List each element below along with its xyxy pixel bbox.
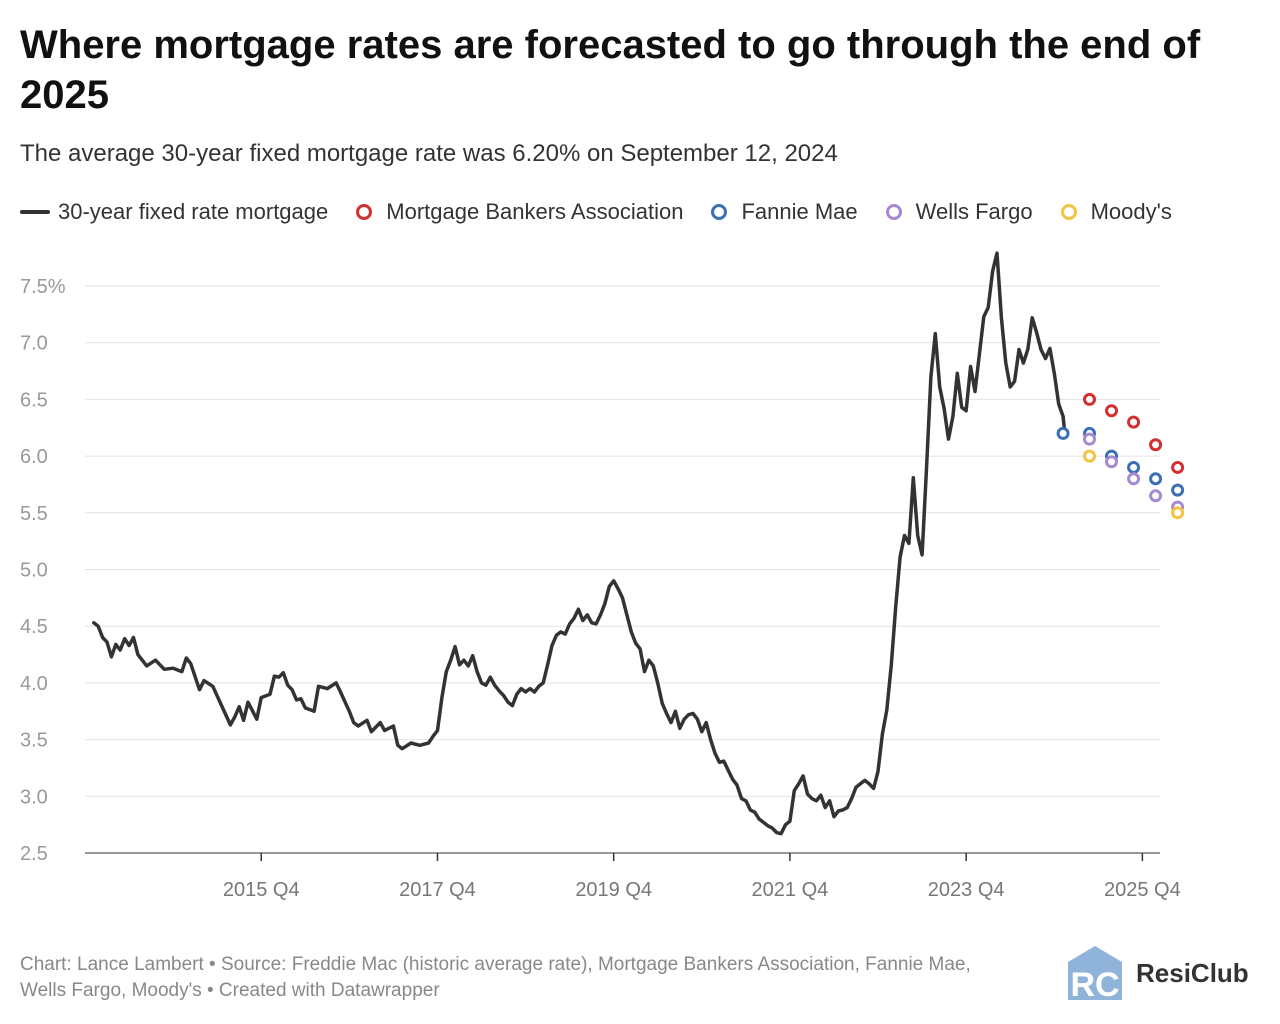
legend-dot-icon [1060, 204, 1077, 220]
brand-name: ResiClub [1136, 957, 1249, 988]
y-tick-label: 6.0 [20, 446, 48, 468]
forecast-point [1171, 483, 1185, 497]
forecast-point [1127, 460, 1141, 474]
forecast-point [1171, 506, 1185, 520]
legend-label: Moody's [1090, 199, 1172, 224]
x-tick-label: 2023 Q4 [928, 879, 1005, 901]
resiclub-logo-icon: RC [1068, 946, 1122, 1002]
x-tick-label: 2025 Q4 [1104, 879, 1181, 901]
legend: 30-year fixed rate mortgage Mortgage Ban… [20, 199, 1172, 225]
y-tick-label: 4.0 [20, 673, 48, 695]
forecast-point [1149, 438, 1163, 452]
chart-title: Where mortgage rates are forecasted to g… [20, 23, 1201, 117]
forecast-point [1056, 426, 1070, 440]
forecast-point [1083, 449, 1097, 463]
legend-line-icon [20, 210, 50, 214]
brand: RC ResiClub [1064, 944, 1249, 1002]
y-tick-label: 2.5 [20, 843, 48, 865]
x-tick-label: 2015 Q4 [223, 879, 300, 901]
chart-area: 7.5% 7.0 6.5 6.0 5.5 5.0 4.5 4.0 3.5 3.0 2.5 2015 Q… [20, 251, 1185, 901]
forecast-point [1149, 489, 1163, 503]
forecast-point [1149, 472, 1163, 486]
legend-item-moodys: Moody's [1060, 199, 1172, 225]
x-tick-label: 2019 Q4 [575, 879, 652, 901]
forecast-point [1105, 404, 1119, 418]
rate-line [92, 251, 1067, 836]
chart-subtitle: The average 30-year fixed mortgage rate … [20, 140, 838, 167]
chart-footer: Chart: Lance Lambert • Source: Freddie M… [20, 954, 971, 1001]
x-tick-label: 2021 Q4 [752, 879, 829, 901]
legend-label: Wells Fargo [915, 199, 1033, 224]
legend-label: Mortgage Bankers Association [386, 199, 684, 224]
y-tick-label: 4.5 [20, 616, 48, 638]
y-tick-label: 3.5 [20, 730, 48, 752]
legend-dot-icon [885, 204, 902, 220]
forecast-point [1127, 472, 1141, 486]
y-tick-label: 6.5 [20, 389, 48, 411]
forecast-point [1105, 455, 1119, 469]
y-tick-label: 7.5% [20, 276, 66, 298]
forecast-point [1171, 460, 1185, 474]
legend-item-30-year: 30-year fixed rate mortgage [20, 199, 328, 225]
legend-dot-icon [711, 204, 728, 220]
forecast-point [1127, 415, 1141, 429]
x-tick-label: 2017 Q4 [399, 879, 476, 901]
legend-label: 30-year fixed rate mortgage [58, 199, 329, 224]
legend-item-wells-fargo: Wells Fargo [885, 199, 1033, 225]
legend-label: Fannie Mae [741, 199, 858, 224]
y-tick-label: 5.5 [20, 503, 48, 525]
y-tick-label: 3.0 [20, 786, 48, 808]
svg-text:RC: RC [1070, 966, 1119, 1002]
legend-item-fannie-mae: Fannie Mae [711, 199, 858, 225]
y-tick-label: 7.0 [20, 333, 48, 355]
legend-dot-icon [356, 204, 373, 220]
y-tick-label: 5.0 [20, 560, 48, 582]
legend-item-mba: Mortgage Bankers Association [356, 199, 683, 225]
forecast-point [1083, 392, 1097, 406]
forecast-point [1083, 432, 1097, 446]
